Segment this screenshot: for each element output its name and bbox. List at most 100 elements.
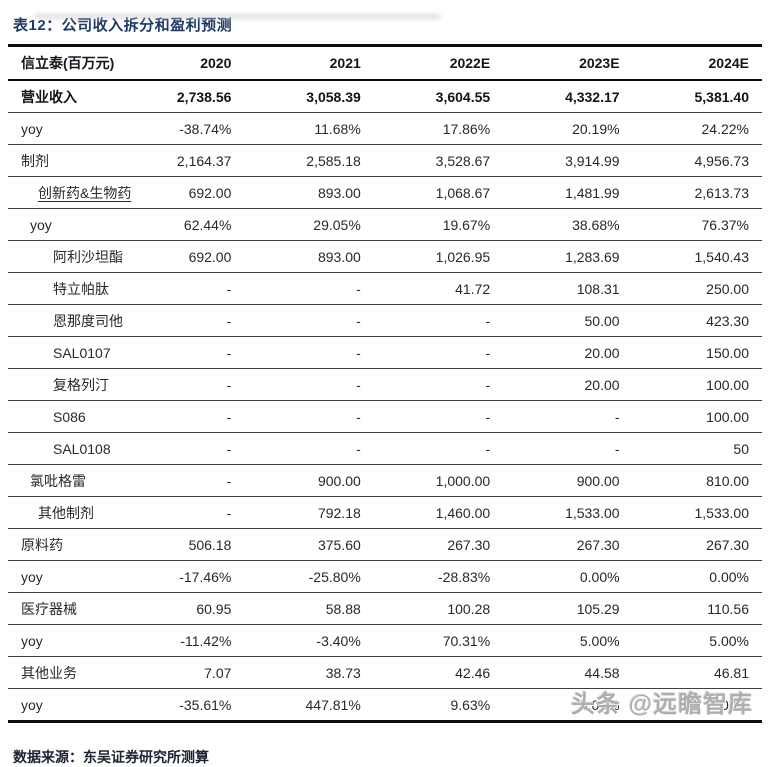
cell-value: 1,283.69: [565, 248, 620, 265]
cell-value: -17.46%: [179, 568, 232, 585]
cell-value: -: [356, 312, 361, 329]
table-row: SAL0107 - - - 20.00 150.00: [8, 337, 762, 369]
row-label: 制剂: [21, 152, 49, 169]
cell-value: 46.81: [713, 664, 749, 681]
cell-value: 9.63%: [450, 696, 491, 713]
cell-value: 100.28: [447, 600, 491, 617]
cell-value: -: [485, 344, 491, 361]
row-label: 特立帕肽: [53, 280, 109, 297]
table-row: 阿利沙坦酯 692.00 893.00 1,026.95 1,283.69 1,540.4…: [8, 241, 762, 273]
cell-value: 24.22%: [701, 120, 749, 137]
table-row: yoy -11.42% -3.40% 70.31% 5.00% 5.00%: [8, 625, 762, 657]
cell-value: 267.30: [576, 536, 620, 553]
table-row: 氯吡格雷 - 900.00 1,000.00 900.00 810.00: [8, 465, 762, 497]
row-label: SAL0108: [53, 440, 111, 457]
cell-value: -: [226, 408, 232, 425]
cell-value: -: [356, 344, 361, 361]
row-label: yoy: [21, 568, 43, 585]
cell-value: 3,058.39: [306, 88, 361, 105]
cell-value: 108.31: [576, 280, 620, 297]
table-row: 医疗器械 60.95 58.88 100.28 105.29 110.56: [8, 593, 762, 625]
row-label: 复格列汀: [53, 376, 109, 393]
page-root: { "page": { "title": "表12：公司收入拆分和盈利预测", …: [0, 14, 771, 765]
cell-value: 900.00: [317, 472, 361, 489]
cell-value: 893.00: [317, 184, 361, 201]
table-row: 营业收入 2,738.56 3,058.39 3,604.55 4,332.17 5,38…: [8, 80, 762, 113]
revenue-forecast-table: 信立泰(百万元) 2020 2021 2022E 2023E 2024E 营业收入 2,73…: [8, 44, 762, 723]
cell-value: 3,528.67: [435, 152, 491, 169]
cell-value: -11.42%: [180, 632, 232, 649]
cell-value: -28.83%: [438, 568, 491, 585]
row-label: 氯吡格雷: [30, 472, 86, 489]
cell-value: -: [485, 312, 491, 329]
cropped-content-remnant: [35, 14, 440, 19]
table-row: yoy 62.44% 29.05% 19.67% 38.68% 76.37%: [8, 209, 762, 241]
cell-value: 810.00: [706, 472, 749, 489]
cell-value: 50: [733, 440, 749, 457]
page-title: 表12：公司收入拆分和盈利预测: [13, 17, 233, 34]
row-label: 其他制剂: [38, 504, 94, 521]
table-row: yoy -38.74% 11.68% 17.86% 20.19% 24.22%: [8, 113, 762, 145]
cell-value: 3,914.99: [565, 152, 620, 169]
cell-value: 692.00: [188, 248, 232, 265]
table-row: 恩那度司他 - - - 50.00 423.30: [8, 305, 762, 337]
cell-value: -: [356, 440, 361, 457]
row-label: yoy: [21, 696, 43, 713]
cell-value: 100.00: [706, 408, 749, 425]
cell-value: -: [356, 376, 361, 393]
cell-value: 900.00: [576, 472, 620, 489]
cell-value: -: [226, 280, 232, 297]
table-row: 其他业务 7.07 38.73 42.46 44.58 46.81: [8, 657, 762, 689]
row-label: 阿利沙坦酯: [53, 248, 123, 265]
column-header-year: 2024E: [708, 55, 749, 71]
table-row: S086 - - - - 100.00: [8, 401, 762, 433]
table-row: 创新药&生物药 692.00 893.00 1,068.67 1,481.99 2,613…: [8, 177, 762, 209]
cell-value: 5.00%: [709, 696, 749, 713]
cell-value: 5.00%: [579, 632, 620, 649]
table-row: 其他制剂 - 792.18 1,460.00 1,533.00 1,533.00: [8, 497, 762, 529]
row-label: yoy: [21, 632, 43, 649]
cell-value: 4,956.73: [694, 152, 750, 169]
row-label: 恩那度司他: [53, 312, 123, 329]
cell-value: 100.00: [706, 376, 749, 393]
cell-value: -: [485, 408, 491, 425]
cell-value: 50.00: [584, 312, 620, 329]
row-label: 创新药&生物药: [38, 184, 132, 201]
cell-value: 5.00%: [709, 632, 749, 649]
cell-value: -25.80%: [308, 568, 361, 585]
cell-value: 2,585.18: [306, 152, 361, 169]
cell-value: 29.05%: [313, 216, 361, 233]
row-label: SAL0107: [53, 344, 111, 361]
cell-value: -: [356, 408, 361, 425]
cell-value: 20.00: [584, 344, 620, 361]
cell-value: 44.58: [584, 664, 620, 681]
cell-value: 1,481.99: [565, 184, 620, 201]
cell-value: -: [226, 344, 232, 361]
cell-value: 110.56: [707, 600, 749, 617]
column-header-year: 2021: [329, 55, 361, 71]
cell-value: -3.40%: [316, 632, 361, 649]
table-row: 制剂 2,164.37 2,585.18 3,528.67 3,914.99 4,956.…: [8, 145, 762, 177]
cell-value: 2,738.56: [176, 88, 232, 105]
cell-value: 2,613.73: [694, 184, 750, 201]
table-body: 营业收入 2,738.56 3,058.39 3,604.55 4,332.17 5,38…: [8, 80, 762, 722]
watermark: 头条 @远瞻智库: [570, 691, 753, 718]
cell-value: -: [226, 376, 232, 393]
header-row: 信立泰(百万元) 2020 2021 2022E 2023E 2024E: [8, 45, 762, 80]
cell-value: 105.29: [576, 600, 620, 617]
cell-value: 1,068.67: [435, 184, 491, 201]
cell-value: -: [356, 280, 361, 297]
cell-value: 7.07: [204, 664, 232, 681]
cell-value: 150.00: [706, 344, 749, 361]
cell-value: 893.00: [317, 248, 361, 265]
cell-value: -: [226, 504, 232, 521]
table-row: 原料药 506.18 375.60 267.30 267.30 267.30: [8, 529, 762, 561]
cell-value: 2,164.37: [176, 152, 232, 169]
table-row: 特立帕肽 - - 41.72 108.31 250.00: [8, 273, 762, 305]
cell-value: 3,604.55: [435, 88, 491, 105]
cell-value: -: [226, 472, 232, 489]
cell-value: 4,332.17: [565, 88, 620, 105]
cell-value: 0.00%: [709, 568, 749, 585]
cell-value: 20.19%: [572, 120, 620, 137]
cell-value: 1,533.00: [565, 504, 620, 521]
